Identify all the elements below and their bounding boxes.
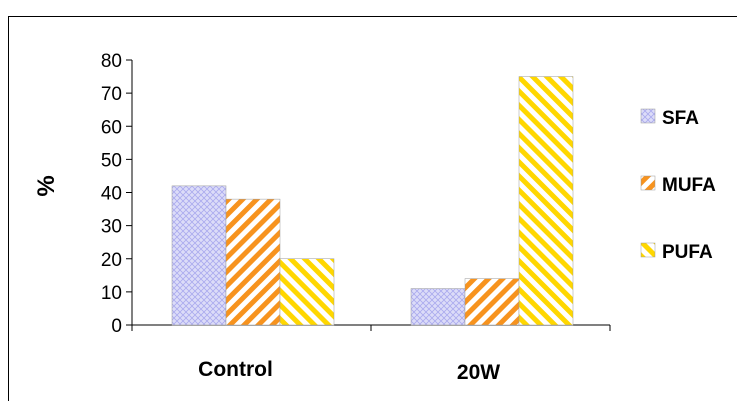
x-category-label: Control: [198, 358, 273, 381]
legend-swatch-pufa: [640, 242, 656, 258]
y-tick-label: 0: [111, 316, 122, 337]
bar-mufa-control: [225, 198, 281, 326]
y-tick-label: 50: [101, 150, 122, 171]
y-tick-label: 10: [101, 283, 122, 304]
bars-group: [171, 76, 574, 326]
y-tick-label: 30: [101, 217, 122, 238]
legend-label-mufa: MUFA: [662, 175, 716, 196]
y-tick-label: 40: [101, 184, 122, 205]
x-category-label: 20W: [457, 361, 500, 384]
labels-group: 0 10 20 30 40 50 60 70 80 Control 20W: [101, 51, 500, 384]
y-tick-label: 20: [101, 250, 122, 271]
legend-swatch-mufa: [640, 175, 656, 191]
legend-label-sfa: SFA: [662, 108, 699, 129]
bar-pufa-20w: [518, 76, 574, 326]
bar-sfa-20w: [410, 288, 466, 326]
legend-label-pufa: PUFA: [662, 242, 713, 263]
chart-frame: [8, 16, 737, 401]
bar-mufa-20w: [464, 278, 520, 326]
y-tick-label: 70: [101, 84, 122, 105]
y-tick-label: 80: [101, 51, 122, 72]
legend-swatch-sfa: [640, 108, 656, 124]
y-axis-label: %: [33, 175, 60, 196]
y-tick-label: 60: [101, 117, 122, 138]
bar-pufa-control: [279, 258, 335, 326]
bar-sfa-control: [171, 185, 227, 326]
legend: SFA MUFA PUFA: [640, 108, 716, 263]
